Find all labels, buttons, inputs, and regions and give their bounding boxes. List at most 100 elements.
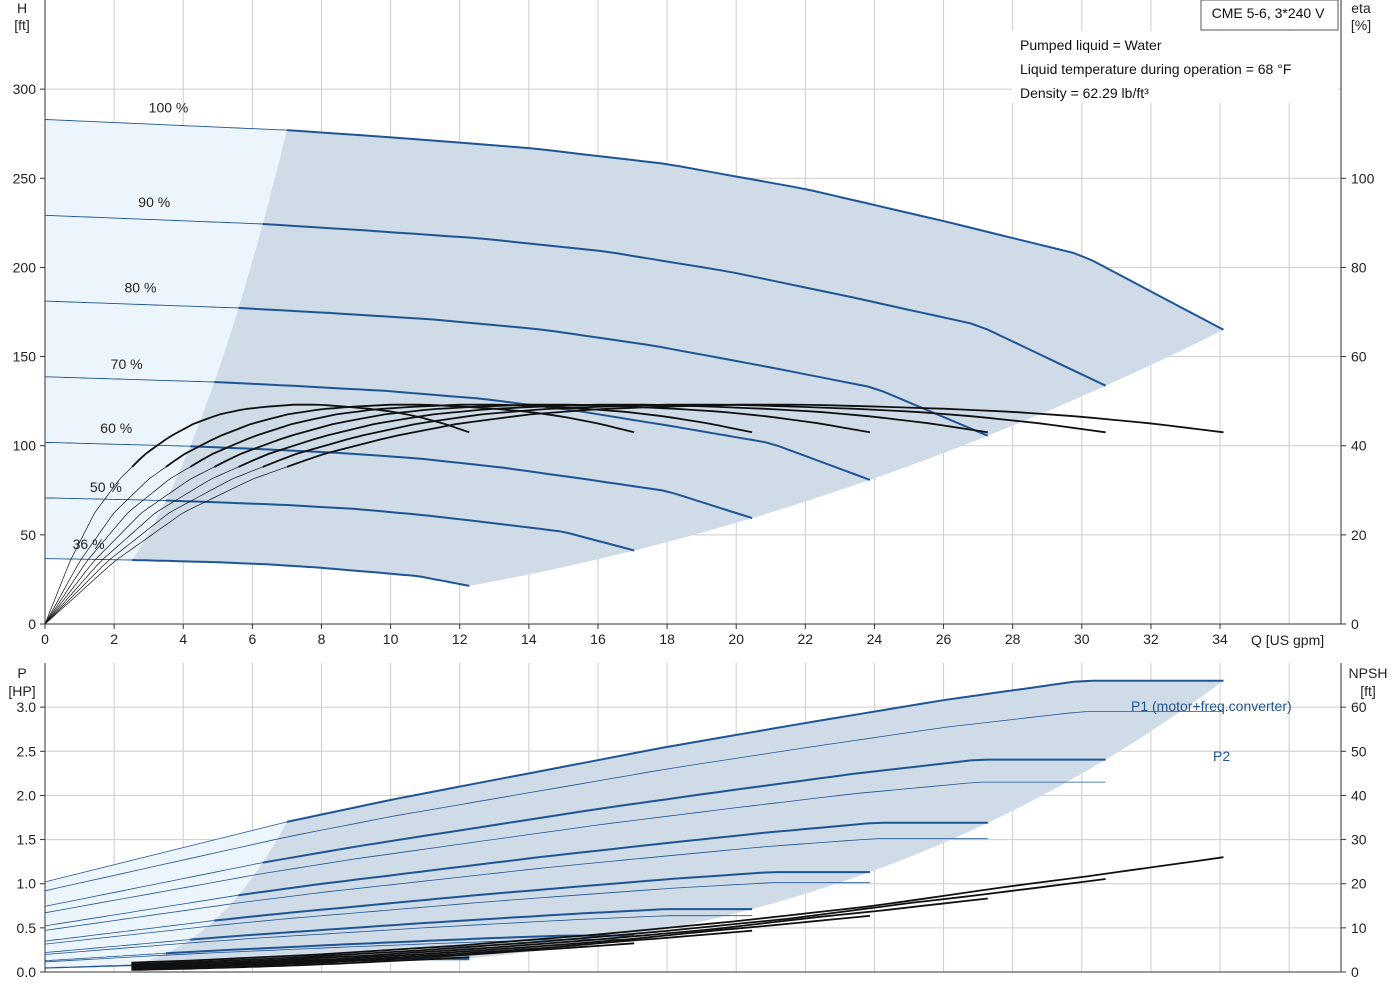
head-curve <box>238 306 989 437</box>
p1-power-curve <box>214 871 870 922</box>
y-axis-unit-power: [HP] <box>8 683 35 699</box>
y2-tick-label: 10 <box>1351 920 1367 936</box>
x-tick-label: 0 <box>41 631 49 647</box>
info-line-temperature: Liquid temperature during operation = 68… <box>1020 61 1291 77</box>
speed-label: 100 % <box>149 99 189 115</box>
product-box <box>1200 0 1339 31</box>
head-curve <box>262 223 1107 387</box>
y2-tick-label: 20 <box>1351 527 1367 543</box>
head-curve <box>165 499 635 552</box>
speed-label: 60 % <box>100 420 132 436</box>
extended-power-area <box>45 821 287 968</box>
x-tick-label: 20 <box>728 631 744 647</box>
speed-label: 50 % <box>90 479 122 495</box>
efficiency-curve <box>189 403 753 468</box>
extended-operating-area <box>45 119 287 560</box>
y-tick-label: 3.0 <box>17 699 37 715</box>
x-tick-label: 4 <box>179 631 187 647</box>
efficiency-curve-extension <box>44 466 167 625</box>
y-tick-label: 0.5 <box>17 920 37 936</box>
info-line-density: Density = 62.29 lb/ft³ <box>1020 85 1149 101</box>
p2-power-curve <box>44 915 753 955</box>
y-tick-label: 200 <box>13 259 37 275</box>
p1-power-curve-extension <box>44 821 287 883</box>
efficiency-curve-extension <box>44 466 263 625</box>
x-tick-label: 34 <box>1212 631 1228 647</box>
x-tick-label: 24 <box>867 631 883 647</box>
y2-tick-label: 40 <box>1351 787 1367 803</box>
power-npsh-chart: 0.0 0.5 1.0 1.5 2.0 2.5 3.0 0 10 20 30 40 50 60 <box>17 663 1367 980</box>
efficiency-curve <box>262 403 1106 468</box>
y2-axis-unit-npsh: [ft] <box>1360 683 1376 699</box>
y-tick-label: 300 <box>13 81 37 97</box>
y-tick-label: 1.0 <box>17 876 37 892</box>
head-curve-extension <box>44 119 287 131</box>
x-axis-label-flow: Q [US gpm] <box>1251 632 1324 648</box>
y-tick-label: 0.0 <box>17 964 37 980</box>
power-operating-area <box>132 680 1224 965</box>
x-tick-label: 22 <box>798 631 814 647</box>
head-curve-extension <box>44 497 167 501</box>
npsh-curve <box>131 897 988 967</box>
info-background <box>1012 31 1338 103</box>
series-label-p1: P1 (motor+freq.converter) <box>1131 698 1292 714</box>
p1-power-curve-extension <box>44 952 167 962</box>
efficiency-curve <box>131 403 470 468</box>
y2-tick-label: 40 <box>1351 438 1367 454</box>
speed-label: 36 % <box>73 536 105 552</box>
x-tick-label: 8 <box>318 631 326 647</box>
efficiency-curve-extension <box>44 466 191 625</box>
y2-tick-label: 20 <box>1351 876 1367 892</box>
y2-tick-label: 0 <box>1351 964 1359 980</box>
head-efficiency-chart: 100 %90 %80 %70 %60 %50 %36 %0 2 4 6 8 10 12 14… <box>13 0 1375 647</box>
p1-power-curve <box>190 908 753 941</box>
npsh-curve <box>131 929 753 969</box>
head-curve-extension <box>44 441 191 447</box>
p1-power-curve-extension <box>44 939 191 953</box>
y2-tick-label: 30 <box>1351 832 1367 848</box>
y-axis-label-head: H <box>17 0 27 16</box>
speed-label: 90 % <box>138 194 170 210</box>
y-tick-label: 1.5 <box>17 832 37 848</box>
y2-axis-label-npsh: NPSH <box>1349 665 1388 681</box>
efficiency-curve <box>238 403 988 468</box>
efficiency-curve-extension <box>44 466 288 625</box>
y-tick-label: 150 <box>13 349 37 365</box>
p2-power-curve <box>44 711 1224 892</box>
y-tick-label: 50 <box>20 527 36 543</box>
efficiency-curve-extension <box>44 466 239 625</box>
p1-power-curve-extension <box>44 894 239 927</box>
x-tick-label: 32 <box>1143 631 1159 647</box>
y-tick-label: 250 <box>13 170 37 186</box>
y-tick-label: 100 <box>13 438 37 454</box>
y2-tick-label: 60 <box>1351 699 1367 715</box>
npsh-curve <box>131 878 1106 966</box>
head-curve-extension <box>44 214 263 225</box>
y2-axis-unit-eta: [%] <box>1351 17 1371 33</box>
info-line-liquid: Pumped liquid = Water <box>1020 37 1162 53</box>
speed-label: 80 % <box>124 279 156 295</box>
y2-tick-label: 0 <box>1351 616 1359 632</box>
efficiency-curve-extension <box>44 466 215 625</box>
p1-power-curve <box>286 679 1224 823</box>
efficiency-curve-extension <box>44 466 133 625</box>
p1-power-curve-extension <box>44 862 263 907</box>
x-tick-label: 16 <box>590 631 606 647</box>
y2-axis-label-eta: eta <box>1351 0 1371 16</box>
x-tick-label: 14 <box>521 631 537 647</box>
head-curve-extension <box>44 376 215 383</box>
npsh-curve <box>131 956 470 971</box>
x-tick-label: 12 <box>452 631 468 647</box>
head-curve <box>132 559 470 587</box>
y2-tick-label: 50 <box>1351 743 1367 759</box>
p2-power-curve <box>44 781 1106 914</box>
y2-tick-label: 80 <box>1351 259 1367 275</box>
operating-area <box>132 130 1224 586</box>
npsh-curve <box>131 856 1224 964</box>
x-tick-label: 28 <box>1005 631 1021 647</box>
y2-tick-label: 60 <box>1351 349 1367 365</box>
p1-power-curve <box>165 934 635 955</box>
head-curve <box>286 129 1224 331</box>
y-axis-label-power: P <box>17 665 26 681</box>
